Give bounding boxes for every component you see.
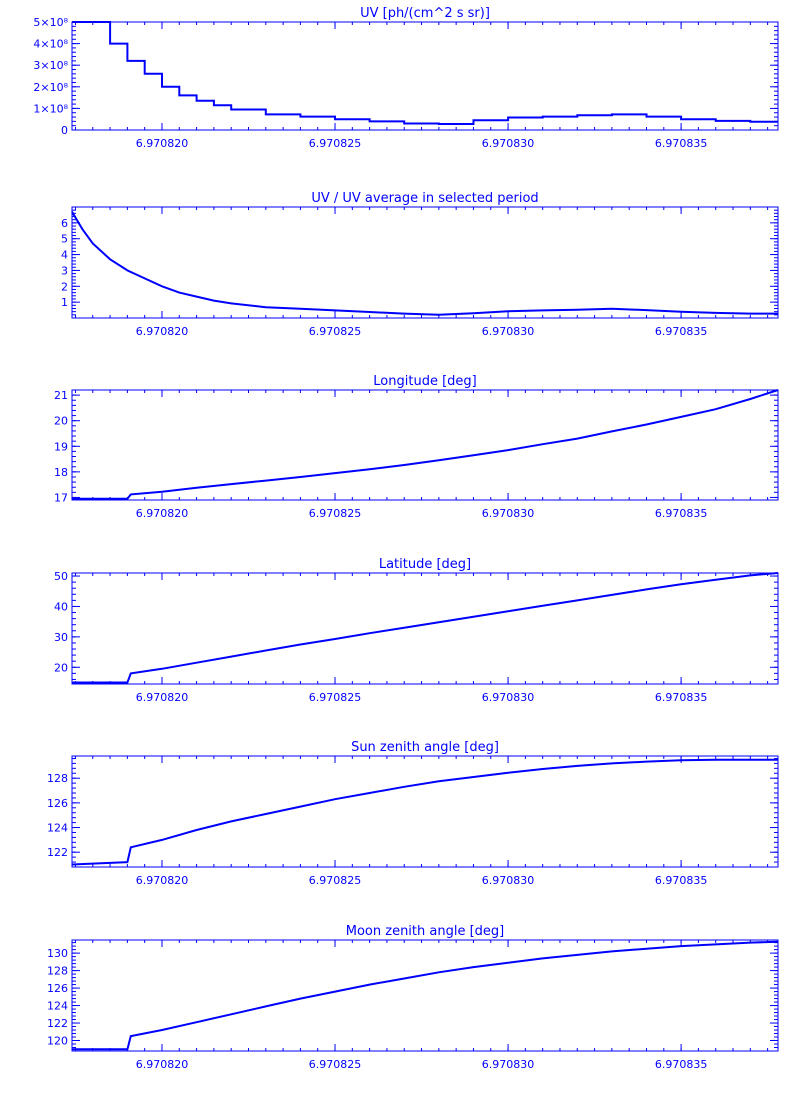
y-tick-label: 6 [61, 217, 68, 230]
y-tick-label: 5×10⁸ [33, 16, 68, 29]
y-tick-label: 128 [47, 772, 68, 785]
data-line [72, 572, 779, 684]
x-tick-label: 6.970835 [655, 507, 708, 520]
y-tick-label: 30 [54, 631, 68, 644]
x-tick-label: 6.970835 [655, 691, 708, 704]
chart-title: Latitude [deg] [379, 557, 471, 572]
data-line [72, 21, 778, 125]
x-tick-label: 6.970825 [309, 325, 362, 338]
x-tick-label: 6.970820 [136, 507, 189, 520]
chart-title: Longitude [deg] [373, 374, 476, 389]
chart-title: UV [ph/(cm^2 s sr)] [360, 6, 490, 21]
x-tick-label: 6.970830 [482, 507, 535, 520]
y-tick-label: 2 [61, 280, 68, 293]
plot-frame [71, 939, 779, 1052]
y-tick-label: 3 [61, 264, 68, 277]
y-tick-label: 128 [47, 965, 68, 978]
y-tick-label: 21 [54, 389, 68, 402]
x-tick-label: 6.970830 [482, 874, 535, 887]
x-tick-label: 6.970830 [482, 1058, 535, 1071]
y-tick-label: 0 [61, 124, 68, 137]
y-tick-label: 20 [54, 661, 68, 674]
plot-frame [71, 572, 779, 685]
x-tick-label: 6.970820 [136, 691, 189, 704]
x-tick-label: 6.970820 [136, 325, 189, 338]
chart-title: Sun zenith angle [deg] [351, 740, 499, 755]
y-tick-label: 130 [47, 947, 68, 960]
x-tick-label: 6.970825 [309, 1058, 362, 1071]
y-tick-label: 18 [54, 466, 68, 479]
y-tick-label: 126 [47, 982, 68, 995]
y-tick-label: 124 [47, 822, 68, 835]
x-tick-label: 6.970835 [655, 325, 708, 338]
y-tick-label: 50 [54, 570, 68, 583]
y-tick-label: 126 [47, 797, 68, 810]
data-line [71, 211, 778, 316]
y-tick-label: 17 [54, 491, 68, 504]
x-tick-label: 6.970825 [309, 874, 362, 887]
x-tick-label: 6.970835 [655, 874, 708, 887]
data-line [71, 758, 778, 866]
x-tick-label: 6.970830 [482, 691, 535, 704]
y-tick-label: 5 [61, 233, 68, 246]
y-tick-label: 20 [54, 415, 68, 428]
chart-title: UV / UV average in selected period [311, 191, 538, 206]
y-tick-label: 122 [47, 1017, 68, 1030]
x-tick-label: 6.970825 [309, 507, 362, 520]
y-tick-label: 1 [61, 296, 68, 309]
x-tick-label: 6.970825 [309, 691, 362, 704]
y-tick-label: 2×10⁸ [33, 81, 68, 94]
y-tick-label: 124 [47, 1000, 68, 1013]
x-tick-label: 6.970820 [136, 1058, 189, 1071]
x-tick-label: 6.970835 [655, 1058, 708, 1071]
x-tick-label: 6.970820 [136, 874, 189, 887]
x-tick-label: 6.970830 [482, 325, 535, 338]
y-tick-label: 122 [47, 846, 68, 859]
plot-frame [71, 389, 779, 501]
plot-frame [71, 206, 779, 319]
y-tick-label: 1×10⁸ [33, 102, 68, 115]
y-tick-label: 19 [54, 440, 68, 453]
plot-frame [71, 755, 779, 868]
data-line [72, 940, 779, 1051]
y-tick-label: 3×10⁸ [33, 59, 68, 72]
chart-title: Moon zenith angle [deg] [346, 924, 504, 939]
x-tick-label: 6.970835 [655, 137, 708, 150]
data-line [72, 389, 779, 500]
y-tick-label: 120 [47, 1035, 68, 1048]
x-tick-label: 6.970830 [482, 137, 535, 150]
x-tick-label: 6.970825 [309, 137, 362, 150]
x-tick-label: 6.970820 [136, 137, 189, 150]
y-tick-label: 40 [54, 600, 68, 613]
plot-frame [71, 21, 779, 131]
y-tick-label: 4×10⁸ [33, 38, 68, 51]
y-tick-label: 4 [61, 249, 68, 262]
